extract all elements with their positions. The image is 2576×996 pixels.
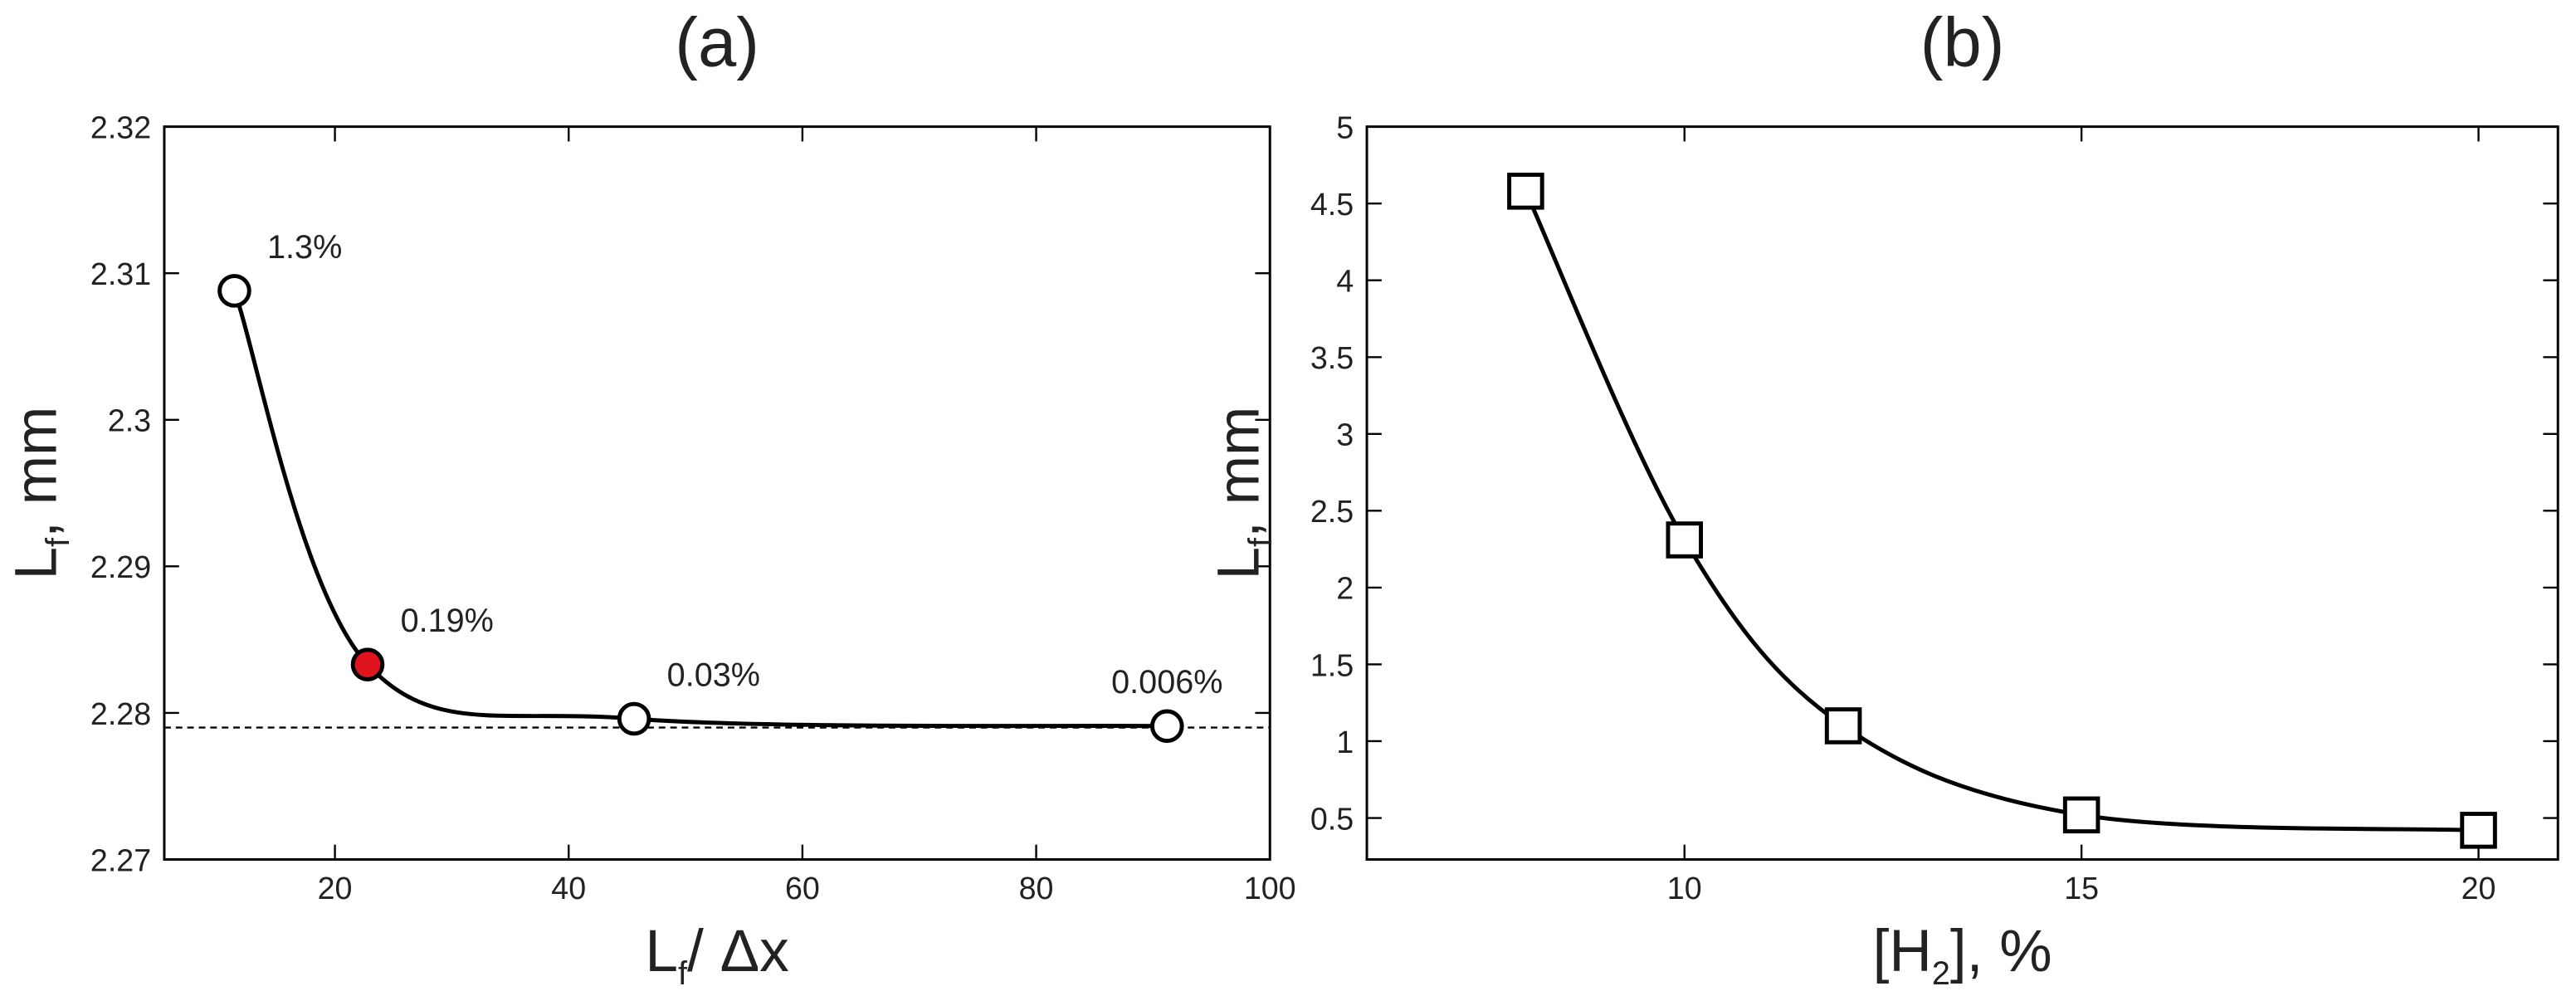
y-tick-label: 1: [1336, 725, 1354, 759]
y-tick-label: 2.5: [1310, 494, 1354, 529]
y-label-sub: f: [40, 537, 76, 547]
x-tick-label: 40: [551, 871, 586, 906]
y-tick-label: 0.5: [1310, 801, 1354, 836]
y-label-part: L: [2, 547, 69, 580]
y-tick-label: 2.27: [90, 842, 151, 877]
data-line: [1524, 190, 2479, 832]
x-label-part: ], %: [1950, 918, 2052, 984]
x-tick-label: 15: [2064, 871, 2099, 906]
x-tick-label: 100: [1244, 871, 1296, 906]
y-tick-label: 4.5: [1310, 187, 1354, 222]
y-tick-label: 5: [1336, 110, 1354, 144]
y-label-sub: f: [1242, 537, 1279, 547]
y-tick-label: 4: [1336, 264, 1354, 299]
data-marker: [617, 701, 651, 736]
y-label-part: , mm: [2, 407, 69, 538]
data-label: 1.3%: [267, 229, 342, 266]
x-label-sub: f: [678, 955, 688, 992]
plot-frame: [163, 125, 1271, 861]
y-label-part: L: [1205, 547, 1271, 580]
data-marker: [2062, 796, 2100, 834]
x-label-part: / Δx: [687, 918, 789, 984]
y-axis-label: Lf, mm: [2, 407, 76, 580]
data-marker: [217, 274, 251, 308]
x-label-part: [H: [1873, 918, 1932, 984]
data-label: 0.19%: [401, 603, 494, 639]
x-tick-label: 80: [1019, 871, 1054, 906]
x-tick-label: 10: [1667, 871, 1702, 906]
x-tick-label: 20: [318, 871, 353, 906]
x-axis-label: Lf/ Δx: [645, 918, 788, 992]
x-tick-label: 20: [2461, 871, 2496, 906]
data-marker: [350, 647, 385, 681]
data-label: 0.006%: [1111, 664, 1222, 701]
data-line: [232, 290, 1168, 729]
data-marker: [1507, 173, 1544, 210]
plot-frame: [1365, 125, 2559, 861]
y-axis-label: Lf, mm: [1205, 407, 1279, 580]
data-marker: [1150, 709, 1184, 744]
chart-title: (a): [675, 3, 759, 81]
chart-title: (b): [1920, 3, 2005, 81]
data-label: 0.03%: [667, 657, 760, 693]
x-label-sub: 2: [1932, 955, 1950, 992]
y-label-part: , mm: [1205, 407, 1271, 538]
data-marker: [1666, 521, 1704, 559]
x-tick-label: 60: [785, 871, 820, 906]
y-tick-label: 2.29: [90, 549, 151, 584]
x-axis-label: [H2], %: [1873, 918, 2052, 992]
y-tick-label: 2.3: [108, 403, 151, 438]
y-tick-label: 2: [1336, 571, 1354, 606]
x-label-part: L: [645, 918, 678, 984]
y-tick-label: 3.5: [1310, 340, 1354, 375]
y-tick-label: 1.5: [1310, 647, 1354, 682]
data-marker: [1824, 707, 1862, 745]
y-tick-label: 3: [1336, 417, 1354, 452]
y-tick-label: 2.28: [90, 696, 151, 731]
y-tick-label: 2.32: [90, 110, 151, 144]
data-marker: [2460, 812, 2497, 849]
y-tick-label: 2.31: [90, 256, 151, 291]
